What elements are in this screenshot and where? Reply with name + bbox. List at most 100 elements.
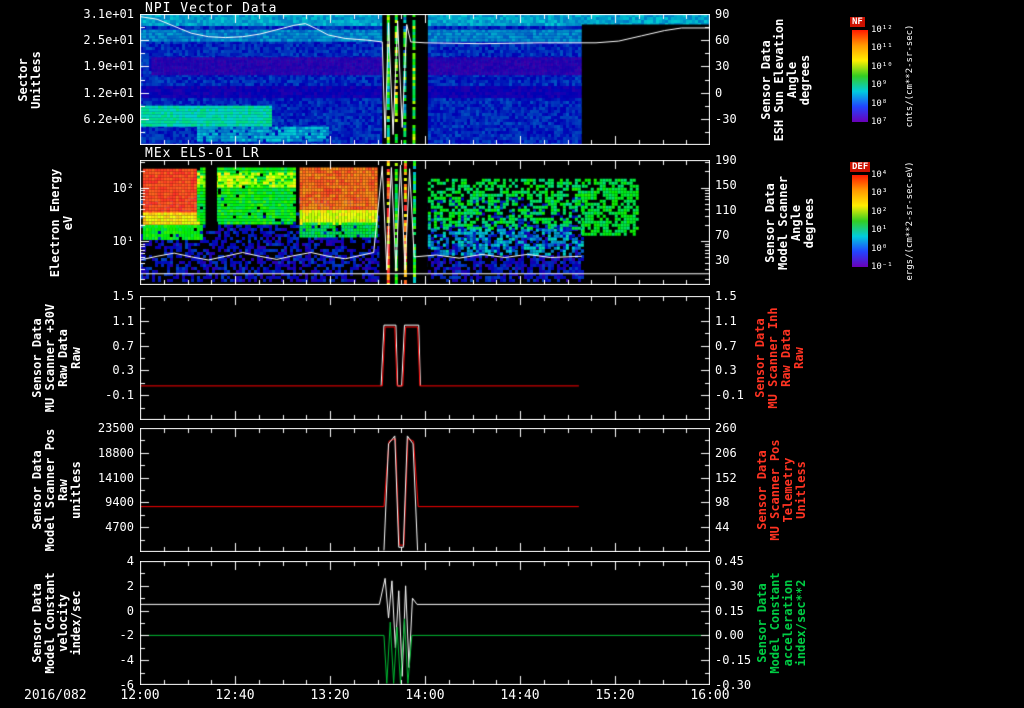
p5-left-tick-label: 0 (126, 603, 134, 618)
p1-right-tick-label: 30 (715, 59, 730, 74)
p2-spectrogram-canvas (140, 160, 710, 285)
p2-right-tick-label: 30 (715, 253, 730, 267)
colorbar-unit-label: ergs/(cm**2-sr-sec-eV) (905, 161, 915, 280)
p1-right-tick-label: 60 (715, 33, 730, 48)
p1-right-tick-label: 0 (715, 85, 723, 100)
p3-lineplot-canvas (140, 296, 710, 420)
p1-y-axis-label: Sector Unitless (16, 50, 43, 109)
p5-left-tick-label: -2 (119, 628, 134, 643)
colorbar-tick-label: 10² (871, 206, 888, 217)
p4-right-tick-label: 260 (715, 421, 737, 435)
p5-right-tick-label: 0.00 (715, 628, 744, 643)
p2-right-axis-label-line: degrees (802, 197, 816, 248)
p3-right-axis-label: Sensor Data MU Scanner Inh Raw Data Raw (753, 307, 806, 408)
p5-lineplot-canvas (140, 561, 710, 685)
p4-left-tick-label: 18800 (97, 445, 134, 460)
p5-right-tick-label: -0.15 (715, 653, 752, 668)
p5-right-tick-label: 0.30 (715, 578, 744, 593)
p1-right-axis-label: Sensor Data ESH Sun Elevation Angle degrees (759, 18, 812, 141)
p4-right-tick-label: 206 (715, 445, 737, 460)
p2-right-tick-label: 70 (715, 228, 730, 242)
p2-left-tick-label: 10¹ (112, 234, 134, 249)
colorbar-tick-label: 10¹⁰ (871, 61, 893, 72)
p1-left-tick-label: 1.2e+01 (83, 85, 134, 100)
p2-right-tick-label: 110 (715, 203, 737, 217)
colorbar-tick-label: 10⁷ (871, 117, 888, 127)
p2-right-tick-label: 190 (715, 153, 737, 167)
p3-right-axis-label-line: Raw (792, 347, 806, 369)
p1-left-tick-label: 3.1e+01 (83, 7, 134, 21)
panel1-title: NPI Vector Data (145, 1, 278, 16)
p4-lineplot-canvas (140, 428, 710, 552)
p3-y-axis-label-line: Raw (69, 347, 83, 369)
x-tick-label: 14:00 (405, 688, 445, 703)
colorbar-def (852, 175, 868, 267)
p3-right-tick-label: 0.3 (715, 363, 737, 378)
colorbar-tick-label: 10⁰ (871, 243, 888, 254)
colorbar-unit-label-line: cnts/(cm**2-sr-sec) (905, 24, 915, 128)
x-tick-label: 16:00 (690, 688, 730, 703)
colorbar-tick-label: 10⁴ (871, 170, 888, 180)
p1-left-tick-label: 6.2e+00 (83, 111, 134, 126)
colorbar-tick-label: 10³ (871, 188, 888, 199)
p4-right-tick-label: 44 (715, 520, 730, 535)
p2-right-tick-label: 150 (715, 178, 737, 192)
p3-left-tick-label: 1.1 (112, 313, 134, 328)
p3-left-tick-label: 0.3 (112, 363, 134, 378)
p4-y-axis-label-line: unitless (69, 461, 83, 519)
p3-right-tick-label: -0.1 (715, 388, 744, 403)
colorbar-tick-label: 10⁹ (871, 80, 888, 91)
p3-right-tick-label: 1.5 (715, 289, 737, 303)
p1-left-tick-label: 2.5e+01 (83, 33, 134, 48)
p1-right-tick-label: 90 (715, 7, 730, 21)
x-tick-label: 12:40 (215, 688, 255, 703)
p5-right-tick-label: -0.30 (715, 678, 752, 692)
p4-left-tick-label: 4700 (105, 520, 134, 535)
colorbar-title-def: DEF (850, 162, 871, 172)
colorbar-unit-label-line: ergs/(cm**2-sr-sec-eV) (905, 161, 915, 281)
p1-right-tick-label: -30 (715, 111, 737, 126)
p5-left-tick-label: -6 (119, 678, 134, 692)
date-label: 2016/082 (24, 688, 87, 703)
p4-right-tick-label: 98 (715, 495, 730, 510)
p1-right-axis-label-line: degrees (798, 54, 812, 105)
p3-right-tick-label: 0.7 (715, 338, 737, 353)
colorbar-tick-label: 10¹¹ (871, 43, 893, 54)
colorbar-tick-label: 10⁻¹ (871, 262, 893, 272)
p4-left-tick-label: 14100 (97, 470, 134, 485)
p2-left-tick-label: 10² (112, 180, 134, 195)
p5-right-axis-label: Sensor Data Model Constant acceleration ind… (755, 572, 808, 673)
p3-y-axis-label: Sensor Data MU Scanner +30V Raw Data Raw (30, 304, 83, 412)
colorbar-nf (852, 30, 868, 122)
p5-right-tick-label: 0.15 (715, 603, 744, 618)
p4-left-tick-label: 9400 (105, 495, 134, 510)
p3-left-tick-label: 1.5 (112, 289, 134, 303)
colorbar-title-nf: NF (850, 17, 865, 27)
p4-left-tick-label: 23500 (97, 421, 134, 435)
colorbar-tick-label: 10¹ (871, 225, 888, 236)
x-tick-label: 14:40 (500, 688, 540, 703)
p1-y-axis-label-line: Unitless (29, 50, 43, 109)
x-tick-label: 15:20 (595, 688, 635, 703)
p3-left-tick-label: 0.7 (112, 338, 134, 353)
p5-right-axis-label-line: index/sec**2 (794, 579, 808, 667)
p4-right-tick-label: 152 (715, 470, 737, 485)
p5-y-axis-label-line: index/sec (69, 590, 83, 656)
panel2-title: MEx ELS-01 LR (145, 146, 260, 161)
x-tick-label: 12:00 (120, 688, 160, 703)
colorbar-tick-label: 10¹² (871, 25, 893, 35)
p1-left-tick-label: 1.9e+01 (83, 59, 134, 74)
p5-left-tick-label: 4 (126, 554, 134, 568)
p2-right-axis-label: Sensor Data Model Scanner Angle degrees (763, 176, 816, 270)
p4-y-axis-label: Sensor Data Model Scanner Pos Raw unitless (30, 429, 83, 552)
p1-spectrogram-canvas (140, 14, 710, 145)
p4-right-axis-label: Sensor Data MU Scanner Pos Telemetry Unitle… (755, 439, 808, 540)
p5-left-tick-label: 2 (126, 578, 134, 593)
p2-y-axis-label: Electron Energy eV (48, 168, 75, 276)
colorbar-unit-label: cnts/(cm**2-sr-sec) (905, 25, 915, 128)
p3-left-tick-label: -0.1 (105, 388, 134, 403)
p2-y-axis-label-line: eV (61, 215, 75, 230)
x-tick-label: 13:20 (310, 688, 350, 703)
p3-right-tick-label: 1.1 (715, 313, 737, 328)
